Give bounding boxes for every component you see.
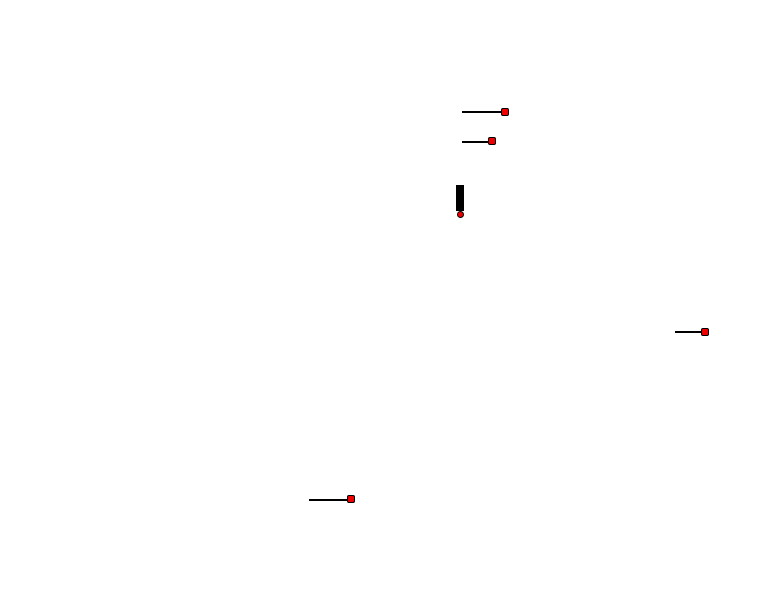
- pin-stick: [309, 499, 348, 501]
- red-head-handle[interactable]: [501, 108, 509, 116]
- pin-stick: [675, 331, 702, 333]
- bar-body: [456, 185, 464, 211]
- red-head-handle[interactable]: [456, 210, 464, 218]
- pin-stick: [462, 111, 502, 113]
- red-head-handle[interactable]: [347, 495, 355, 503]
- red-head-handle[interactable]: [488, 137, 496, 145]
- pin-stick: [462, 141, 489, 143]
- red-head-handle[interactable]: [701, 328, 709, 336]
